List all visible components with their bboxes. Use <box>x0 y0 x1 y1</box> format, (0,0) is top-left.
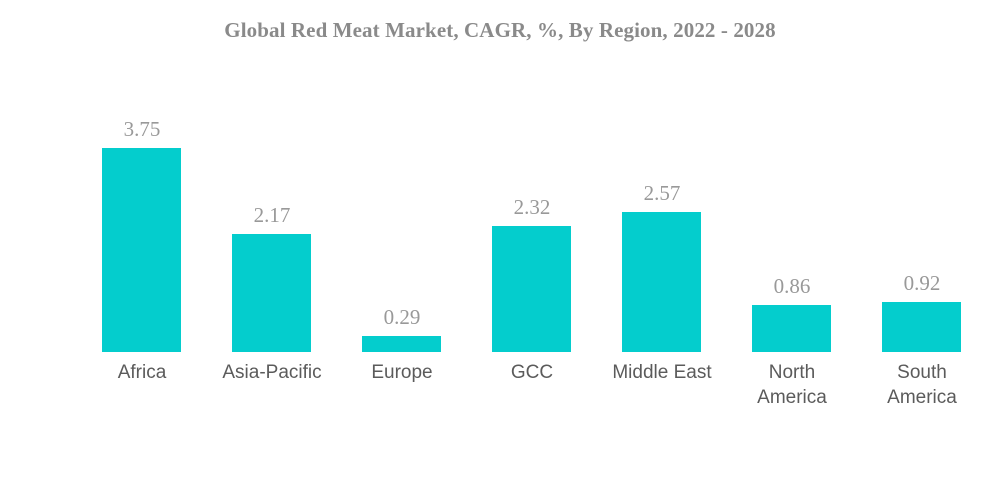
bar-rect[interactable] <box>362 336 441 352</box>
bar-value-label: 0.86 <box>773 274 811 298</box>
bar-group-europe: 0.29 Europe <box>337 0 467 483</box>
bar-group-gcc: 2.32 GCC <box>467 0 597 483</box>
bar-category-label-line1: Europe <box>371 362 433 383</box>
bar-category-label: Europe <box>327 360 477 385</box>
bar-category-label-line1: GCC <box>510 362 554 383</box>
bar-value-label: 2.32 <box>513 195 551 219</box>
bar-value-label: 0.29 <box>383 305 421 329</box>
bar-category-label-line1: North <box>768 362 816 383</box>
bar-category-label-line2: America <box>757 387 827 408</box>
bar-category-label: Asia-Pacific <box>197 360 347 385</box>
bar-category-label: North America <box>717 360 867 410</box>
bar-value-label: 0.92 <box>903 271 941 295</box>
bar-group-north-america: 0.86 North America <box>727 0 857 483</box>
bar-rect[interactable] <box>622 212 701 352</box>
bar-value-label: 2.57 <box>643 181 681 205</box>
bar-category-label: South America <box>847 360 997 410</box>
bar-category-label-line1: South <box>897 362 947 383</box>
bar-value-label: 2.17 <box>253 203 291 227</box>
bar-group-middle-east: 2.57 Middle East <box>597 0 727 483</box>
bar-group-south-america: 0.92 South America <box>857 0 987 483</box>
bar-category-label-line1: Africa <box>117 362 167 383</box>
bar-value-label: 3.75 <box>123 117 161 141</box>
bar-category-label: Middle East <box>587 360 737 385</box>
bar-group-africa: 3.75 Africa <box>77 0 207 483</box>
bar-category-label-line1: Middle East <box>612 362 712 383</box>
bar-group-asia-pacific: 2.17 Asia-Pacific <box>207 0 337 483</box>
bar-category-label-line2: America <box>887 387 957 408</box>
bar-rect[interactable] <box>492 226 571 352</box>
bar-rect[interactable] <box>102 148 181 352</box>
bar-rect[interactable] <box>882 302 961 352</box>
bar-category-label: Africa <box>67 360 217 385</box>
bar-rect[interactable] <box>232 234 311 352</box>
bar-category-label-line1: Asia-Pacific <box>222 362 322 383</box>
chart-title: Global Red Meat Market, CAGR, %, By Regi… <box>224 18 776 42</box>
bar-category-label: GCC <box>457 360 607 385</box>
bar-rect[interactable] <box>752 305 831 352</box>
